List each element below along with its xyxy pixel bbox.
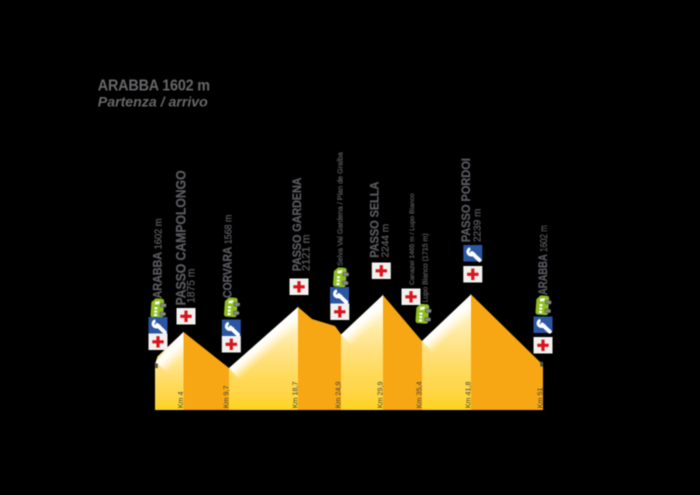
svg-text:ARABBA 1602 m: ARABBA 1602 m <box>98 77 210 95</box>
svg-text:PASSO PORDOI: PASSO PORDOI <box>461 158 473 242</box>
svg-text:Km 35,4: Km 35,4 <box>414 382 423 409</box>
svg-text:1875 m: 1875 m <box>185 269 198 303</box>
svg-text:2239 m: 2239 m <box>472 209 483 242</box>
svg-text:Km 29,9: Km 29,9 <box>375 382 384 409</box>
svg-text:Partenza / arrivo: Partenza / arrivo <box>98 94 208 110</box>
svg-text:PASSO SELLA: PASSO SELLA <box>369 182 381 258</box>
svg-text:Km 24,9: Km 24,9 <box>333 382 342 409</box>
svg-text:Km 51: Km 51 <box>535 388 544 409</box>
svg-text:Km 18,7: Km 18,7 <box>290 382 299 409</box>
svg-text:Selva Val Gardena / Plan de Gr: Selva Val Gardena / Plan de Gralba <box>335 152 344 266</box>
svg-text:Km 41,8: Km 41,8 <box>463 382 472 409</box>
svg-text:Km 9,7: Km 9,7 <box>222 386 231 409</box>
svg-text:ARABBA 1602 m: ARABBA 1602 m <box>537 225 550 295</box>
svg-text:PASSO GARDENA: PASSO GARDENA <box>292 178 304 272</box>
svg-text:Canazei 1465 m / Lupo Bianco: Canazei 1465 m / Lupo Bianco <box>409 193 416 285</box>
svg-text:CORVARA 1568 m: CORVARA 1568 m <box>222 215 235 298</box>
svg-text:Lupo Bianco (1715 m): Lupo Bianco (1715 m) <box>421 233 429 302</box>
svg-text:2121 m: 2121 m <box>301 234 313 271</box>
svg-text:PASSO CAMPOLONGO: PASSO CAMPOLONGO <box>173 170 189 305</box>
svg-text:2244 m: 2244 m <box>380 224 391 258</box>
svg-text:Km 4: Km 4 <box>176 392 185 409</box>
svg-text:ARABBA 1602 m: ARABBA 1602 m <box>152 219 165 299</box>
